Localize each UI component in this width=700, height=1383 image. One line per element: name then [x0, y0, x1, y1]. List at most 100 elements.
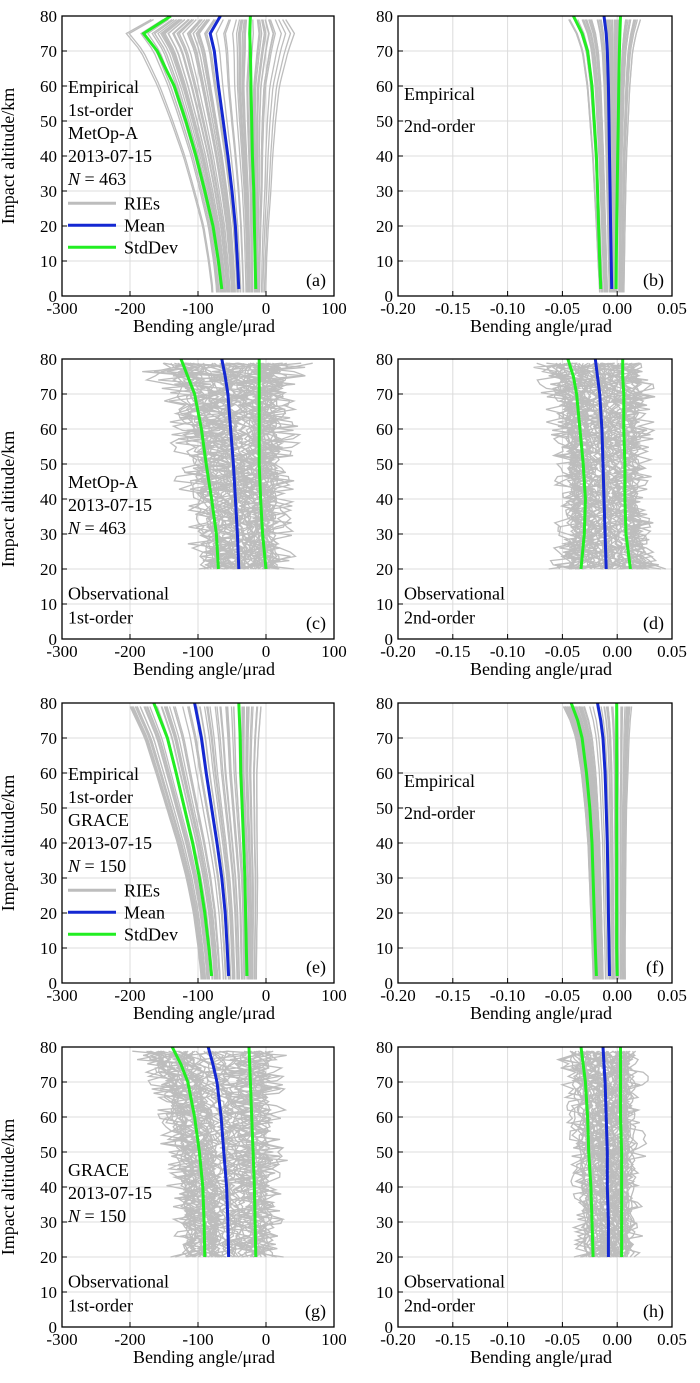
rie-line [177, 362, 220, 570]
y-tick-label: 10 [376, 1283, 393, 1302]
y-tick-label: 0 [385, 287, 394, 306]
stddev-low-line [572, 16, 603, 290]
rie-line [598, 362, 619, 570]
y-tick-label: 70 [40, 729, 57, 748]
x-axis-label: Bending angle/μrad [470, 316, 612, 336]
x-tick-label: 0 [262, 986, 271, 1005]
rie-line [619, 1051, 630, 1258]
x-tick-label: -0.15 [435, 299, 470, 318]
rie-line [246, 19, 253, 293]
rie-line [125, 18, 213, 293]
rie-line [192, 19, 235, 293]
x-tick-label: -200 [114, 986, 145, 1005]
rie-line [586, 19, 607, 293]
y-tick-label: 10 [40, 252, 57, 271]
y-tick-label: 50 [376, 112, 393, 131]
x-tick-label: -0.20 [380, 1330, 415, 1349]
rie-line [136, 1050, 212, 1258]
y-tick-label: 20 [376, 1248, 393, 1267]
ries-bundle [132, 1050, 288, 1258]
mean-line [193, 703, 231, 977]
x-tick-label: 0.05 [657, 1330, 687, 1349]
rie-line [202, 362, 235, 570]
rie-line [172, 706, 221, 980]
y-tick-label: 30 [376, 1213, 393, 1232]
rie-line [221, 362, 250, 570]
annotation-line: 1st-order [68, 608, 133, 628]
annotation-line: Empirical [68, 764, 139, 784]
rie-line [605, 706, 615, 980]
y-tick-label: 0 [49, 287, 58, 306]
annotation-line: 2013-07-15 [68, 833, 152, 853]
rie-line [180, 1050, 221, 1258]
y-tick-label: 30 [40, 1213, 57, 1232]
annotation-line: MetOp-A [68, 472, 138, 492]
rie-line [224, 19, 245, 293]
y-axis-label: Impact altitude/km [0, 88, 18, 224]
rie-line [573, 706, 599, 980]
x-axis-label: Bending angle/μrad [470, 659, 612, 679]
rie-line [223, 1051, 248, 1258]
y-tick-label: 20 [376, 904, 393, 923]
x-axis-label: Bending angle/μrad [470, 1003, 612, 1023]
mean-line [208, 16, 241, 290]
mean-line [601, 1047, 610, 1257]
y-tick-label: 0 [49, 974, 58, 993]
x-tick-label: 100 [321, 1330, 347, 1349]
rie-line [199, 1051, 266, 1258]
x-tick-label: 100 [321, 642, 347, 661]
rie-line [143, 706, 208, 980]
panel-label: (h) [643, 1301, 664, 1322]
rie-line [608, 19, 615, 293]
y-axis-label: Impact altitude/km [0, 1119, 18, 1255]
y-tick-label: 70 [376, 385, 393, 404]
rie-line [167, 19, 226, 293]
rie-line [574, 362, 598, 570]
rie-line [601, 362, 650, 570]
rie-line [176, 19, 229, 293]
rie-line [146, 706, 210, 980]
panel-label: (d) [643, 613, 664, 634]
rie-line [603, 706, 614, 980]
panel-f: -0.20 -0.15 -0.10 -0.05 0.00 0.05 0 10 20 30 40 50 6… [376, 694, 687, 1023]
x-tick-label: -0.10 [490, 642, 525, 661]
rie-line [592, 706, 608, 980]
x-axis-label: Bending angle/μrad [133, 1347, 275, 1367]
x-tick-label: 100 [321, 299, 347, 318]
x-tick-label: -0.15 [435, 642, 470, 661]
panel-label: (c) [306, 613, 326, 634]
y-tick-label: 40 [376, 147, 393, 166]
rie-line [135, 706, 205, 980]
x-tick-label: -300 [46, 986, 77, 1005]
panel-c: -300 -200 -100 0 100 0 10 20 30 40 50 60 70 80 Bending… [0, 350, 347, 679]
y-tick-label: 80 [40, 1038, 57, 1057]
rie-line [265, 19, 296, 293]
panel-label: (a) [306, 270, 326, 291]
y-tick-label: 10 [40, 1283, 57, 1302]
y-tick-label: 40 [40, 1178, 57, 1197]
y-tick-label: 50 [40, 799, 57, 818]
annotation-line: MetOp-A [68, 123, 138, 143]
stddev-high-line [257, 359, 268, 570]
y-tick-label: 20 [376, 217, 393, 236]
y-tick-label: 0 [385, 974, 394, 993]
legend-label: StdDev [124, 237, 178, 257]
x-tick-label: -100 [182, 642, 213, 661]
rie-line [568, 19, 601, 293]
y-tick-label: 0 [49, 630, 58, 649]
y-tick-label: 40 [40, 147, 57, 166]
y-tick-label: 10 [40, 939, 57, 958]
stddev-high-line [248, 16, 258, 290]
rie-line [195, 19, 235, 293]
y-tick-label: 80 [376, 1038, 393, 1057]
y-tick-label: 30 [40, 182, 57, 201]
stddev-high-line [247, 1047, 258, 1258]
y-tick-label: 10 [376, 252, 393, 271]
rie-line [619, 706, 623, 980]
rie-line [555, 362, 581, 570]
x-tick-label: 0 [262, 642, 271, 661]
rie-line [235, 19, 248, 293]
annotation-line: Observational [68, 1272, 169, 1292]
annotation-line: 2nd-order [404, 608, 475, 628]
stddev-low-line [179, 359, 220, 570]
